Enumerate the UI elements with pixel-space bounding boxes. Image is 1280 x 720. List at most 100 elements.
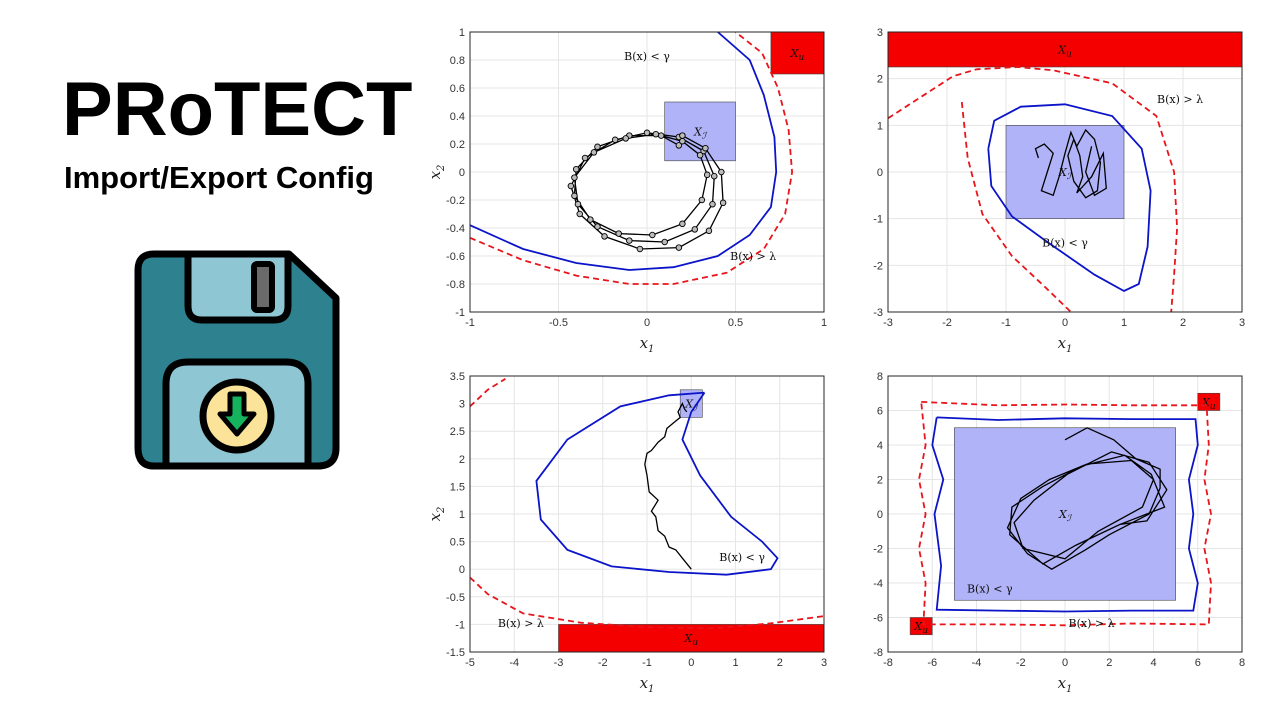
x-tick-label: 0.5 bbox=[728, 317, 743, 329]
y-tick-label: 3 bbox=[459, 399, 465, 411]
trajectory-point bbox=[691, 226, 699, 233]
trajectory-point bbox=[649, 231, 656, 239]
axes-frame bbox=[887, 375, 1243, 653]
trajectory-point bbox=[594, 143, 601, 151]
trajectory-point bbox=[576, 210, 583, 218]
y-axis-label: x2 bbox=[426, 165, 447, 180]
axes-frame bbox=[469, 375, 825, 653]
trajectory-series bbox=[570, 132, 724, 250]
chart-3-svg: -5 -4 -3 -2 -1 0 1 2 3 -1.5 -1 -0.5 0 0.5 1 1.5 2 2.5 3 3.5… bbox=[426, 371, 827, 695]
barrier-dashed-series bbox=[469, 378, 506, 408]
initial-set-label: Xℐ bbox=[1058, 166, 1073, 182]
trajectory-point bbox=[622, 135, 630, 142]
x-tick-label: -1 bbox=[642, 657, 652, 669]
x-tick-label: -2 bbox=[1016, 657, 1026, 669]
y-tick-label: 2 bbox=[877, 74, 883, 86]
initial-set-label: Xℐ bbox=[1058, 508, 1073, 524]
barrier-annotation: B(x) > λ bbox=[498, 617, 544, 630]
barrier-annotation: B(x) > λ bbox=[1157, 93, 1203, 106]
x-tick-label: -1 bbox=[465, 317, 475, 329]
x-axis-label: x1 bbox=[640, 334, 655, 355]
trajectory-point bbox=[626, 237, 633, 244]
trajectory-point bbox=[572, 165, 580, 173]
unsafe-set-label: Xu bbox=[790, 47, 805, 63]
unsafe-set-label: Xu bbox=[1201, 396, 1216, 412]
trajectory-series bbox=[644, 402, 692, 570]
trajectory-point bbox=[601, 233, 608, 240]
y-tick-label: 0 bbox=[459, 167, 465, 179]
x-tick-label: -2 bbox=[942, 317, 952, 329]
barrier-dashed-series bbox=[469, 576, 825, 630]
y-tick-label: -0.2 bbox=[446, 195, 465, 207]
trajectory-point bbox=[711, 172, 718, 180]
barrier-dashed-series bbox=[887, 66, 1179, 313]
y-tick-label: -8 bbox=[873, 647, 883, 659]
x-tick-label: -0.5 bbox=[549, 317, 568, 329]
trajectory-point bbox=[679, 132, 686, 139]
trajectory-point bbox=[571, 174, 578, 181]
y-tick-label: 0.2 bbox=[450, 139, 465, 151]
trajectory-point bbox=[571, 192, 578, 200]
trajectory-point bbox=[657, 132, 665, 139]
trajectory-point bbox=[719, 199, 727, 207]
y-tick-label: 1 bbox=[877, 120, 883, 132]
chart-1-svg: -1 -0.5 0 0.5 1 -1 -0.8 -0.6 -0.4 -0.2 0 0.2 0.4 0.6 0… bbox=[426, 27, 827, 355]
trajectory-point bbox=[643, 129, 651, 137]
trajectory-point bbox=[652, 130, 660, 138]
trajectory-point bbox=[615, 230, 622, 237]
initial-set-label: Xℐ bbox=[684, 398, 699, 414]
y-tick-label: -2 bbox=[873, 544, 883, 556]
x-tick-label: 2 bbox=[777, 657, 783, 669]
x-tick-label: -6 bbox=[927, 657, 937, 669]
trajectory-point bbox=[718, 168, 725, 176]
barrier-solid-series bbox=[987, 103, 1152, 293]
unsafe-set-label: Xu bbox=[1057, 44, 1072, 60]
x-tick-label: -8 bbox=[883, 657, 893, 669]
y-tick-label: -6 bbox=[873, 613, 883, 625]
trajectory-point bbox=[661, 238, 668, 246]
y-tick-label: 0.4 bbox=[450, 111, 465, 123]
initial-set-label: Xℐ bbox=[693, 125, 708, 141]
unsafe-set bbox=[909, 617, 933, 636]
x-tick-label: -1 bbox=[1001, 317, 1011, 329]
y-tick-label: 6 bbox=[877, 406, 883, 418]
x-tick-label: 3 bbox=[1239, 317, 1245, 329]
barrier-dashed-series bbox=[469, 31, 794, 285]
y-tick-label: -1 bbox=[873, 214, 883, 226]
y-tick-label: -0.4 bbox=[446, 223, 465, 235]
y-tick-label: -0.5 bbox=[446, 592, 465, 604]
axes-frame bbox=[469, 31, 825, 313]
chart-4-svg: -8 -6 -4 -2 0 2 4 6 8 -8 -6 -4 -2 0 2 4 6 8 Xℐ Xu Xu B(x) < γ… bbox=[873, 371, 1245, 695]
x-tick-label: 1 bbox=[732, 657, 738, 669]
x-tick-label: 2 bbox=[1180, 317, 1186, 329]
x-tick-label: 8 bbox=[1239, 657, 1245, 669]
barrier-annotation: B(x) > λ bbox=[1069, 617, 1115, 630]
y-tick-label: 3.5 bbox=[450, 371, 465, 383]
y-tick-label: 0 bbox=[459, 564, 465, 576]
trajectory-point bbox=[636, 245, 644, 253]
unsafe-set bbox=[887, 31, 1243, 68]
barrier-dashed-series bbox=[918, 401, 1212, 627]
x-tick-label: 0 bbox=[1062, 317, 1068, 329]
trajectory-point bbox=[594, 223, 601, 230]
y-tick-label: -4 bbox=[873, 578, 883, 590]
axes-frame bbox=[887, 31, 1243, 313]
y-tick-label: 0.6 bbox=[450, 83, 465, 95]
y-tick-label: 0 bbox=[877, 167, 883, 179]
barrier-annotation: B(x) < γ bbox=[967, 582, 1013, 595]
trajectory-point bbox=[703, 171, 711, 179]
trajectory-point bbox=[698, 196, 706, 204]
trajectory-point bbox=[702, 144, 709, 152]
trajectory-point bbox=[675, 244, 683, 251]
y-tick-label: 2.5 bbox=[450, 426, 465, 438]
x-axis-label: x1 bbox=[1058, 334, 1073, 355]
y-tick-label: -1.5 bbox=[446, 647, 465, 659]
trajectory-point bbox=[675, 142, 683, 149]
trajectory-point bbox=[587, 216, 594, 223]
y-tick-label: 0.8 bbox=[450, 55, 465, 67]
x-tick-label: -3 bbox=[554, 657, 564, 669]
x-axis-label: x1 bbox=[640, 674, 655, 695]
chart-2: -3 -2 -1 0 1 2 3 -3 -2 -1 0 1 2 3 Xℐ Xu B(x) > λ B(x) < γ… bbox=[848, 24, 1268, 355]
trajectory-series bbox=[1006, 427, 1168, 570]
chart-3: -5 -4 -3 -2 -1 0 1 2 3 -1.5 -1 -0.5 0 0.5 1 1.5 2 2.5 3 3.5… bbox=[426, 368, 846, 698]
